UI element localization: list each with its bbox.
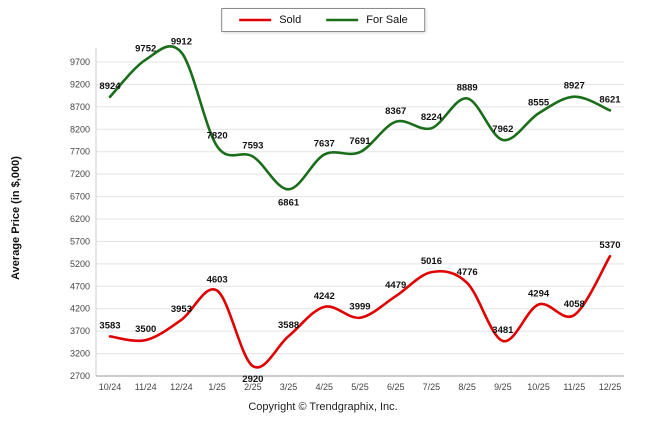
for-sale-data-label: 7962 [492,124,513,135]
y-tick-label: 5200 [70,259,90,269]
for-sale-data-label: 8924 [99,81,121,92]
copyright-text: Copyright © Trendgraphix, Inc. [248,401,398,413]
sold-data-label: 4776 [457,267,478,278]
x-tick-label: 11/25 [563,382,585,392]
legend-item-for-sale: For Sale [325,14,408,26]
x-tick-label: 7/25 [423,382,441,392]
x-tick-label: 5/25 [351,382,369,392]
for-sale-line [108,45,612,191]
legend-item-sold: Sold [238,14,301,26]
y-tick-label: 6200 [70,214,90,224]
sold-data-label: 3583 [99,320,120,331]
sold-data-label: 3953 [171,304,192,315]
y-tick-label: 4700 [70,281,90,291]
sold-data-label: 3481 [492,325,514,336]
for-sale-data-label: 9752 [135,44,156,55]
y-axis-title: Average Price (in $,000) [10,156,22,280]
sold-data-label: 4479 [385,280,406,291]
y-tick-label: 7700 [70,147,90,157]
for-sale-data-label: 8367 [385,106,406,117]
x-tick-label: 10/25 [527,382,550,392]
y-tick-label: 9200 [70,79,90,89]
for-sale-data-label: 8927 [564,81,585,92]
legend-label-sold: Sold [279,14,302,26]
sold-line [108,254,612,369]
y-tick-label: 8200 [70,124,90,134]
x-tick-label: 11/24 [135,382,157,392]
for-sale-data-label: 7820 [207,130,228,141]
sold-data-label: 3999 [349,302,370,313]
chart-legend: Sold For Sale [221,8,425,32]
x-tick-label: 8/25 [458,382,476,392]
y-tick-label: 7200 [70,169,90,179]
sold-data-label: 5016 [421,256,442,267]
x-tick-label: 12/24 [170,382,193,392]
sold-data-label: 3500 [135,324,156,335]
x-tick-label: 1/25 [208,382,226,392]
for-sale-data-label: 7637 [314,139,335,150]
y-tick-label: 3200 [70,349,90,359]
x-tick-label: 3/25 [280,382,298,392]
for-sale-data-label: 8889 [457,82,478,93]
y-tick-label: 3700 [70,326,90,336]
sold-data-label: 5370 [599,240,620,251]
sold-data-label: 2920 [242,374,263,385]
y-tick-label: 5700 [70,236,90,246]
sold-line-swatch [239,18,272,22]
y-tick-label: 2700 [70,371,90,381]
legend-label-for-sale: For Sale [366,14,408,26]
for-sale-data-label: 7691 [349,136,371,147]
x-tick-label: 4/25 [316,382,334,392]
x-tick-label: 6/25 [387,382,405,392]
y-tick-label: 9700 [70,57,90,67]
x-tick-label: 9/25 [494,382,512,392]
for-sale-data-label: 6861 [278,197,300,208]
for-sale-data-label: 7593 [242,141,263,152]
x-tick-label: 2/25 [244,382,262,392]
for-sale-data-label: 8224 [421,112,443,123]
sold-data-label: 4603 [207,275,228,286]
y-tick-label: 8700 [70,102,90,112]
for-sale-data-label: 8621 [599,94,621,105]
x-tick-label: 10/24 [99,382,122,392]
for-sale-data-label: 9912 [171,36,192,47]
sold-data-label: 3588 [278,320,299,331]
y-tick-label: 6700 [70,192,90,202]
y-tick-label: 4200 [70,304,90,314]
for-sale-line-swatch [326,18,359,22]
sold-data-label: 4242 [314,291,335,302]
x-tick-label: 12/25 [599,382,622,392]
sold-data-label: 4294 [528,288,550,299]
for-sale-data-label: 8555 [528,97,550,108]
sold-data-label: 4058 [564,299,585,310]
